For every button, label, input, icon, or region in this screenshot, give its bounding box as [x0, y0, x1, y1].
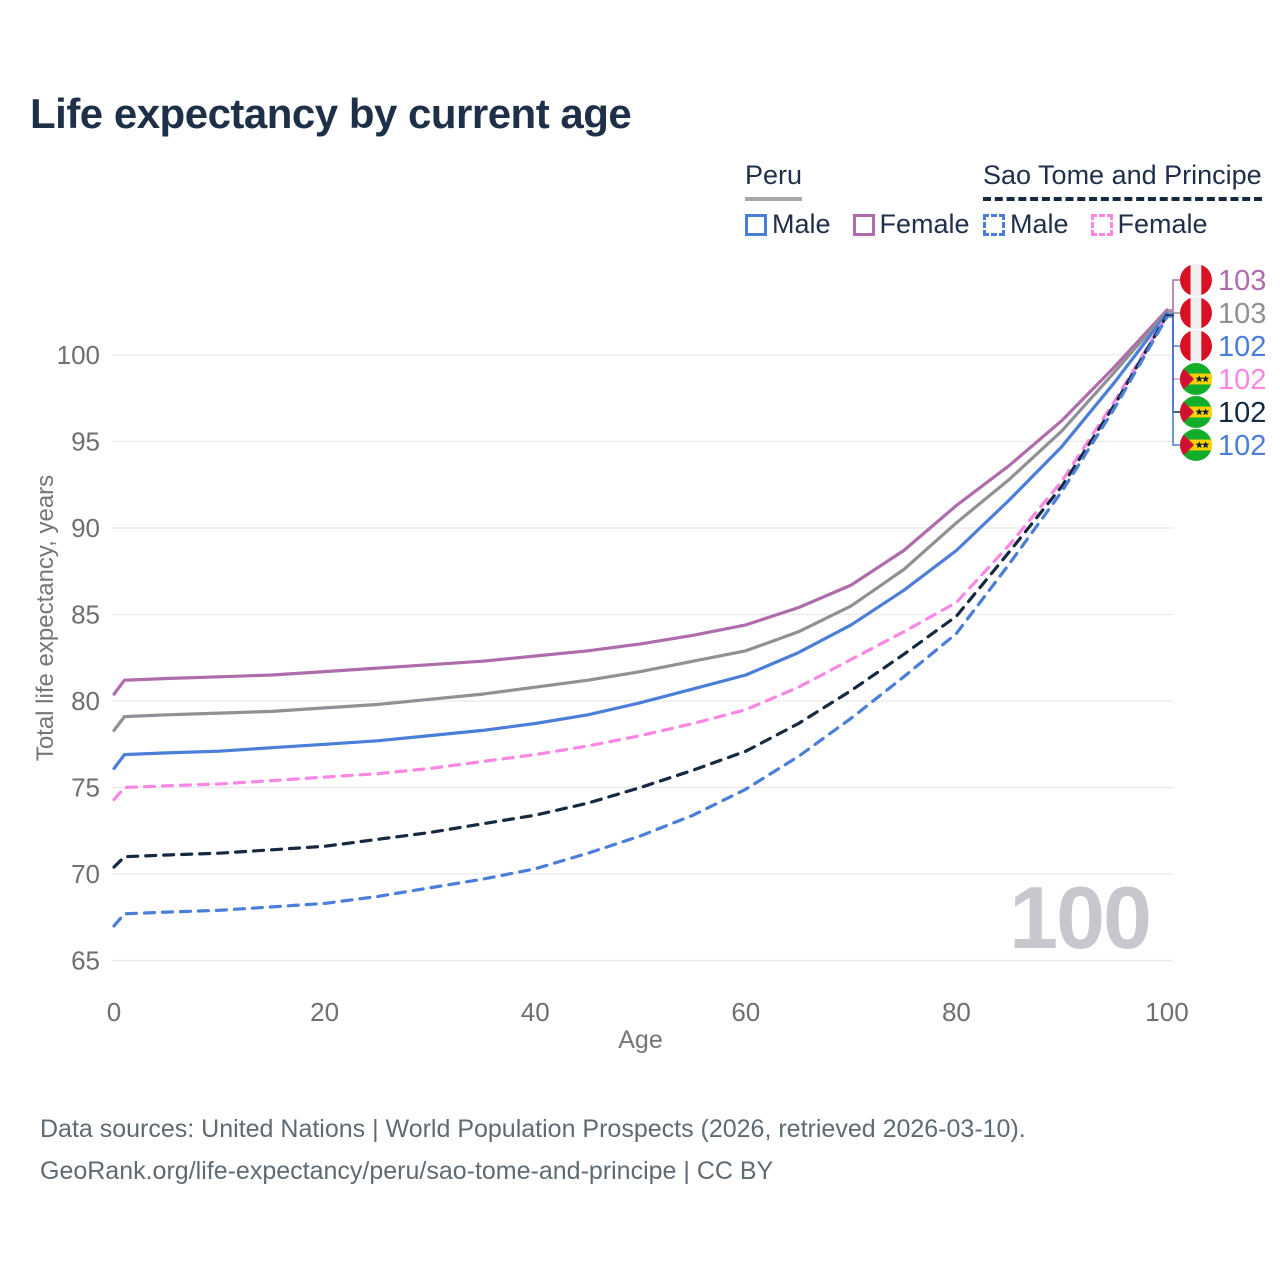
legend-sao-tome-title: Sao Tome and Principe — [983, 160, 1262, 201]
y-tick-65: 65 — [71, 946, 100, 976]
legend-label: Male — [1010, 209, 1069, 239]
y-tick-70: 70 — [71, 859, 100, 889]
line-peru-both-sexes — [112, 310, 1169, 733]
y-tick-85: 85 — [71, 600, 100, 630]
peru-flag-icon — [1180, 264, 1212, 296]
line-peru-female — [112, 308, 1169, 696]
peru-female-swatch-icon — [852, 213, 875, 236]
end-value-peru-male: 102 — [1218, 331, 1266, 363]
x-tick-0: 0 — [107, 997, 121, 1027]
legend-group-peru: Peru Male Female — [745, 160, 970, 240]
legend-peru-title: Peru — [745, 160, 803, 201]
stp-flag-icon — [1180, 363, 1212, 395]
y-tick-100: 100 — [57, 340, 100, 370]
end-value-sao-tome-and-principe-both-sexes: 102 — [1218, 397, 1266, 429]
x-tick-100: 100 — [1145, 997, 1188, 1027]
leader-line-peru-both-sexes — [1167, 311, 1180, 314]
legend-item-stp-female[interactable]: Female — [1090, 209, 1208, 240]
end-value-peru-female: 103 — [1218, 265, 1266, 297]
grid-layer: 65 70 75 80 85 90 95 100 0 20 40 60 80 100 — [57, 340, 1189, 1027]
series-layer — [112, 308, 1169, 928]
line-peru-male — [112, 311, 1169, 771]
legend-item-peru-male[interactable]: Male — [745, 209, 831, 240]
legend-group-sao-tome: Sao Tome and Principe Male Female — [983, 160, 1262, 240]
legend-label: Male — [772, 209, 831, 239]
y-tick-80: 80 — [71, 686, 100, 716]
legend-label: Female — [879, 209, 970, 239]
leader-line-sao-tome-and-principe-male — [1167, 316, 1180, 446]
x-axis-title: Age — [618, 1026, 663, 1054]
age-watermark: 100 — [1009, 868, 1152, 967]
end-value-sao-tome-and-principe-male: 102 — [1218, 430, 1266, 462]
legend-item-peru-female[interactable]: Female — [852, 209, 970, 240]
x-tick-20: 20 — [310, 997, 339, 1027]
footer-sources: Data sources: United Nations | World Pop… — [40, 1115, 1026, 1143]
line-sao-tome-and-principe-female — [112, 313, 1169, 802]
legend-label: Female — [1117, 209, 1208, 239]
peru-flag-icon — [1180, 330, 1212, 362]
y-tick-75: 75 — [71, 773, 100, 803]
x-tick-80: 80 — [942, 997, 971, 1027]
y-axis-title: Total life expectancy, years — [32, 474, 59, 762]
legend-item-stp-male[interactable]: Male — [983, 209, 1069, 240]
end-value-sao-tome-and-principe-female: 102 — [1218, 364, 1266, 396]
stp-flag-icon — [1180, 429, 1212, 461]
footer: Data sources: United Nations | World Pop… — [40, 1108, 1026, 1192]
y-tick-95: 95 — [71, 427, 100, 457]
stp-flag-icon — [1180, 396, 1212, 428]
y-tick-90: 90 — [71, 513, 100, 543]
line-sao-tome-and-principe-male — [112, 315, 1169, 928]
leader-line-peru-female — [1167, 279, 1180, 311]
peru-flag-icon — [1180, 297, 1212, 329]
x-tick-60: 60 — [731, 997, 760, 1027]
end-value-peru-both-sexes: 103 — [1218, 298, 1266, 330]
footer-url: GeoRank.org/life-expectancy/peru/sao-tom… — [40, 1157, 774, 1185]
stp-female-swatch-icon — [1090, 213, 1113, 236]
x-tick-40: 40 — [521, 997, 550, 1027]
stp-male-swatch-icon — [983, 213, 1005, 236]
page-title: Life expectancy by current age — [30, 90, 632, 137]
line-sao-tome-and-principe-both-sexes — [112, 313, 1169, 869]
peru-male-swatch-icon — [745, 213, 767, 236]
